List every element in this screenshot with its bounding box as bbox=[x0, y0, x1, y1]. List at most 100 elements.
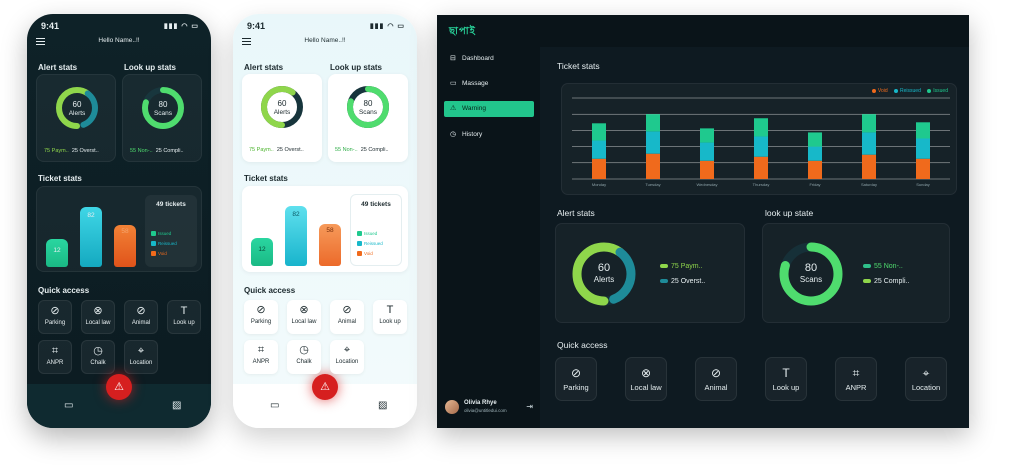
nav-label: Dashboard bbox=[462, 55, 494, 62]
quick-access-anpr[interactable]: ⌗ ANPR bbox=[244, 340, 278, 374]
lookup-label: Scans bbox=[799, 275, 823, 284]
timer-icon: ◷ bbox=[93, 345, 103, 357]
quick-access-anpr[interactable]: ⌗ ANPR bbox=[835, 357, 877, 401]
quick-access-anpr[interactable]: ⌗ ANPR bbox=[38, 340, 72, 374]
stacked-bar-chart bbox=[572, 97, 950, 180]
quick-access-parking[interactable]: ⊘ Parking bbox=[244, 300, 278, 334]
timer-icon: ◷ bbox=[299, 344, 309, 356]
app-logo[interactable]: ছাপাই bbox=[449, 26, 476, 37]
lookup-legend-2: 25 Compli.. bbox=[874, 278, 910, 285]
status-time: 9:41 bbox=[247, 21, 266, 31]
quick-access-look-up[interactable]: T Look up bbox=[167, 300, 201, 334]
tickets-total: 49 tickets bbox=[361, 201, 391, 208]
quick-access-location[interactable]: ⌖ Location bbox=[905, 357, 947, 401]
lookup-legend-1: 55 Non-.. bbox=[335, 147, 358, 153]
ticket-stats-card[interactable]: 12 82 58 49 tickets Issued Reissued Void bbox=[36, 186, 202, 272]
image-icon[interactable]: ▨ bbox=[172, 400, 182, 411]
ticket-bar-reissued: 82 bbox=[80, 207, 102, 267]
quick-access-look-up[interactable]: T Look up bbox=[765, 357, 807, 401]
lookup-state-card[interactable]: 80 Scans 55 Non-.. 25 Compli.. bbox=[762, 223, 950, 323]
ticket-bar-reissued: 82 bbox=[285, 206, 307, 266]
greeting: Hello Name..!! bbox=[98, 37, 140, 44]
chat-icon[interactable]: ▭ bbox=[64, 400, 74, 411]
quick-access-animal[interactable]: ⊘ Animal bbox=[124, 300, 158, 334]
bar-reissued-sunday bbox=[916, 138, 930, 159]
lookup-stats-card[interactable]: 80 Scans 55 Non-.. 25 Compli.. bbox=[122, 74, 202, 162]
chat-icon[interactable]: ▭ bbox=[270, 400, 280, 411]
sidebar: ⊟ Dashboard ▭ Massage ⚠ Warning ◷ History Ol… bbox=[437, 47, 540, 428]
text-icon: T bbox=[782, 366, 790, 380]
bar-issued-thursday bbox=[754, 118, 768, 137]
tile-label: Animal bbox=[337, 319, 357, 325]
ticket-bar-value: 12 bbox=[258, 246, 266, 254]
warning-icon: ⚠ bbox=[450, 105, 457, 112]
quick-access-animal[interactable]: ⊘ Animal bbox=[330, 300, 364, 334]
menu-icon[interactable] bbox=[242, 38, 251, 45]
tile-label: ANPR bbox=[46, 360, 64, 366]
alert-legend-1: 75 Paym.. bbox=[671, 263, 703, 270]
bar-void-thursday bbox=[754, 156, 768, 179]
user-profile[interactable]: Olivia Rhye olivia@untitledui.com ⇥ bbox=[445, 398, 535, 418]
image-icon[interactable]: ▨ bbox=[378, 400, 388, 411]
bar-void-tuesday bbox=[646, 153, 660, 179]
nav-warning[interactable]: ⚠ Warning bbox=[444, 101, 534, 117]
status-bar: 9:41 ▮▮▮ ◠ ▭ bbox=[247, 21, 405, 33]
alert-legend-1: 75 Paym.. bbox=[44, 148, 69, 154]
no-animal-icon: ⊘ bbox=[342, 304, 352, 316]
quick-access-local-law[interactable]: ⊗ Local law bbox=[287, 300, 321, 334]
status-bar: 9:41 ▮▮▮ ◠ ▭ bbox=[41, 21, 199, 33]
alert-fab-button[interactable]: ⚠ bbox=[312, 374, 338, 400]
quick-access-animal[interactable]: ⊘ Animal bbox=[695, 357, 737, 401]
quick-access-parking[interactable]: ⊘ Parking bbox=[38, 300, 72, 334]
tile-label: Parking bbox=[250, 319, 272, 325]
menu-icon[interactable] bbox=[36, 38, 45, 45]
quick-access-chalk[interactable]: ◷ Chalk bbox=[287, 340, 321, 374]
alert-fab-button[interactable]: ⚠ bbox=[106, 374, 132, 400]
x-tick-label: Thursday bbox=[752, 182, 770, 187]
legend-reissued: Reissued bbox=[364, 241, 383, 246]
ticket-stats-chart-card[interactable]: Void Reissued Issued Monday Tuesday Wednes… bbox=[561, 83, 957, 195]
tile-label: Local law bbox=[85, 320, 111, 326]
quick-access-local-law[interactable]: ⊗ Local law bbox=[81, 300, 115, 334]
alert-stats-card[interactable]: 60 Alerts 75 Paym.. 25 Overst.. bbox=[555, 223, 745, 323]
quick-access-location[interactable]: ⌖ Location bbox=[330, 340, 364, 374]
alert-donut bbox=[572, 242, 636, 306]
tile-label: Local law bbox=[291, 319, 317, 325]
ticket-stats-card[interactable]: 12 82 58 49 tickets Issued Reissued Void bbox=[242, 186, 408, 272]
logout-icon[interactable]: ⇥ bbox=[526, 402, 533, 411]
legend-reissued: Reissued bbox=[158, 241, 177, 246]
alert-stats-card[interactable]: 60 Alerts 75 Paym.. 25 Overst.. bbox=[36, 74, 116, 162]
lookup-legend-1: 55 Non-.. bbox=[874, 263, 903, 270]
lookup-legend-1: 55 Non-.. bbox=[130, 148, 153, 154]
alert-stats-card[interactable]: 60 Alerts 75 Paym.. 25 Overst.. bbox=[242, 74, 322, 162]
quick-access-local-law[interactable]: ⊗ Local law bbox=[625, 357, 667, 401]
alert-label: Alerts bbox=[68, 110, 86, 117]
lookup-stats-card[interactable]: 80 Scans 55 Non-.. 25 Compli.. bbox=[328, 74, 408, 162]
alert-value: 60 bbox=[597, 262, 611, 274]
nav-label: History bbox=[462, 131, 483, 138]
bar-reissued-wednesday bbox=[700, 142, 714, 161]
alert-legend-2: 25 Overst.. bbox=[71, 148, 99, 154]
no-entry-icon: ⊗ bbox=[640, 366, 652, 380]
location-pin-icon: ⌖ bbox=[343, 344, 351, 356]
quick-access-chalk[interactable]: ◷ Chalk bbox=[81, 340, 115, 374]
quick-access-location[interactable]: ⌖ Location bbox=[124, 340, 158, 374]
nav-massage[interactable]: ▭ Massage bbox=[444, 76, 534, 92]
ticket-bar-value: 12 bbox=[53, 247, 61, 255]
legend-issued: Issued bbox=[933, 88, 948, 94]
nav-dashboard[interactable]: ⊟ Dashboard bbox=[444, 51, 534, 67]
alert-stats-title: Alert stats bbox=[244, 63, 284, 72]
ticket-stats-title: Ticket stats bbox=[38, 174, 82, 183]
text-icon: T bbox=[386, 304, 394, 316]
bar-issued-tuesday bbox=[646, 114, 660, 132]
user-name: Olivia Rhye bbox=[464, 400, 497, 406]
nav-history[interactable]: ◷ History bbox=[444, 127, 534, 143]
bar-reissued-tuesday bbox=[646, 131, 660, 154]
no-parking-icon: ⊘ bbox=[256, 304, 266, 316]
ticket-stats-title: Ticket stats bbox=[244, 174, 288, 183]
tickets-total: 49 tickets bbox=[156, 201, 186, 208]
quick-access-parking[interactable]: ⊘ Parking bbox=[555, 357, 597, 401]
tile-label: Look up bbox=[772, 383, 800, 392]
lookup-stats-title: Look up stats bbox=[124, 63, 177, 72]
quick-access-look-up[interactable]: T Look up bbox=[373, 300, 407, 334]
